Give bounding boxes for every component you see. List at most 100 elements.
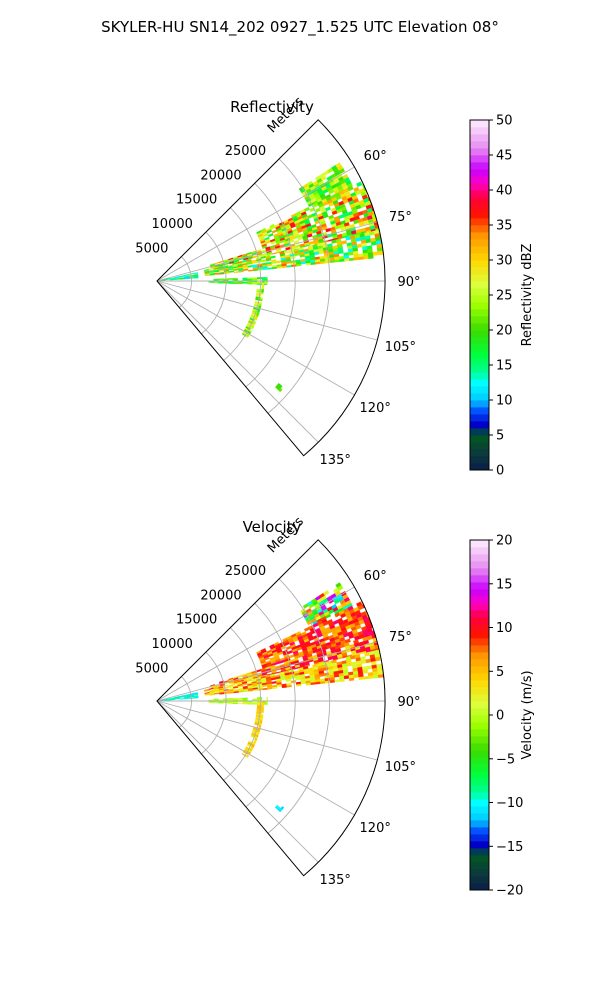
echo-cell [278, 389, 281, 393]
colorbar-band [470, 169, 489, 177]
echo-cell [362, 669, 369, 674]
echo-cell [266, 702, 268, 705]
colorbar-band [470, 337, 489, 345]
colorbar-band [470, 638, 489, 646]
echo-cell [276, 260, 282, 264]
colorbar-tick-label: 5 [496, 429, 504, 444]
range-ring [201, 651, 227, 755]
colorbar-band [470, 547, 489, 555]
echo-cell [323, 590, 330, 596]
azimuth-tick-label: 90° [397, 695, 420, 710]
colorbar-band [470, 589, 489, 597]
echo-cell [213, 282, 219, 284]
colorbar-band [470, 631, 489, 639]
colorbar-band [470, 316, 489, 324]
echo-cell [363, 676, 369, 680]
echo-cell [227, 278, 234, 280]
azimuth-tick-label: 105° [385, 760, 416, 775]
colorbar-band [470, 351, 489, 359]
polar-grid [156, 158, 385, 443]
colorbar-tick-label: −20 [496, 884, 523, 899]
echo-cell [213, 702, 219, 704]
range-ring [223, 207, 262, 361]
echo-cell [315, 681, 321, 685]
echo-cell [276, 684, 283, 688]
colorbar-band [470, 813, 489, 821]
echo-cell [344, 638, 351, 644]
echo-cell [232, 282, 238, 284]
colorbar-tick-label: −5 [496, 752, 515, 767]
echo-cell [260, 298, 263, 302]
colorbar-tick-label: 20 [496, 534, 513, 549]
echo-region [203, 649, 384, 696]
colorbar-tick-label: 40 [496, 184, 513, 199]
echo-cell [346, 182, 353, 188]
azimuth-tick-label: 75° [389, 210, 412, 225]
colorbar-band [470, 848, 489, 856]
colorbar-band [470, 365, 489, 373]
azimuth-tick-label: 60° [364, 569, 387, 584]
echo-cell [338, 250, 344, 254]
figure-title: SKYLER-HU SN14_202 0927_1.525 UTC Elevat… [101, 18, 499, 37]
echo-cell [194, 697, 199, 699]
colorbar-tick-label: 30 [496, 254, 513, 269]
echo-cell [320, 261, 326, 264]
azimuth-spoke [156, 166, 355, 282]
azimuth-tick-label: 120° [360, 401, 391, 416]
echo-cell [281, 265, 288, 269]
echo-cell [353, 673, 359, 679]
echo-region [209, 634, 380, 689]
echo-cell [324, 260, 331, 264]
colorbar-band [470, 743, 489, 751]
echo-cell [344, 258, 350, 262]
range-ring [267, 578, 331, 834]
colorbar-band [470, 302, 489, 310]
echo-cell [218, 702, 224, 704]
colorbar-band [470, 722, 489, 730]
echo-cell [366, 665, 373, 670]
echo-cell [257, 698, 263, 701]
echo-cell [353, 257, 360, 261]
polar-frame [156, 119, 386, 457]
colorbar-band [470, 855, 489, 863]
echo-cell [339, 678, 345, 682]
echo-cell [325, 613, 332, 619]
colorbar-band [470, 652, 489, 660]
range-ring [245, 182, 296, 388]
colorbar-band [470, 463, 489, 471]
velocity-panel: Velocity 60° 75° 90° 105° 120° 135° 5000 10000 1… [135, 514, 535, 899]
echo-cell [193, 694, 199, 696]
range-ring [245, 602, 296, 808]
colorbar-band [470, 197, 489, 205]
echo-cell [319, 673, 325, 677]
echo-cell [252, 277, 258, 280]
radar-echo-layer [160, 162, 384, 393]
echo-cell [324, 680, 331, 684]
colorbar-tick-label: 15 [496, 359, 513, 374]
echo-cell [254, 317, 258, 321]
colorbar-tick-label: 0 [496, 464, 504, 479]
range-ring [267, 158, 331, 414]
echo-cell [370, 241, 377, 246]
echo-cell [252, 283, 258, 285]
echo-cell [356, 181, 363, 188]
range-tick-label: 15000 [176, 613, 217, 628]
echo-cell [373, 674, 379, 679]
colorbar-band [470, 764, 489, 772]
echo-cell [261, 277, 267, 280]
colorbar-band [470, 274, 489, 282]
colorbar-band [470, 806, 489, 814]
echo-cell [267, 233, 274, 238]
colorbar-tick-label: 10 [496, 394, 513, 409]
colorbar-band [470, 666, 489, 674]
echo-cell [209, 694, 215, 696]
colorbar-band [470, 428, 489, 436]
echo-cell [271, 252, 277, 255]
colorbar-tick-label: 5 [496, 665, 504, 680]
echo-cell [267, 267, 273, 270]
echo-cell [363, 256, 369, 260]
echo-cell [320, 681, 326, 684]
echo-cell [377, 670, 383, 676]
colorbar-band [470, 414, 489, 422]
echo-cell [329, 679, 336, 683]
